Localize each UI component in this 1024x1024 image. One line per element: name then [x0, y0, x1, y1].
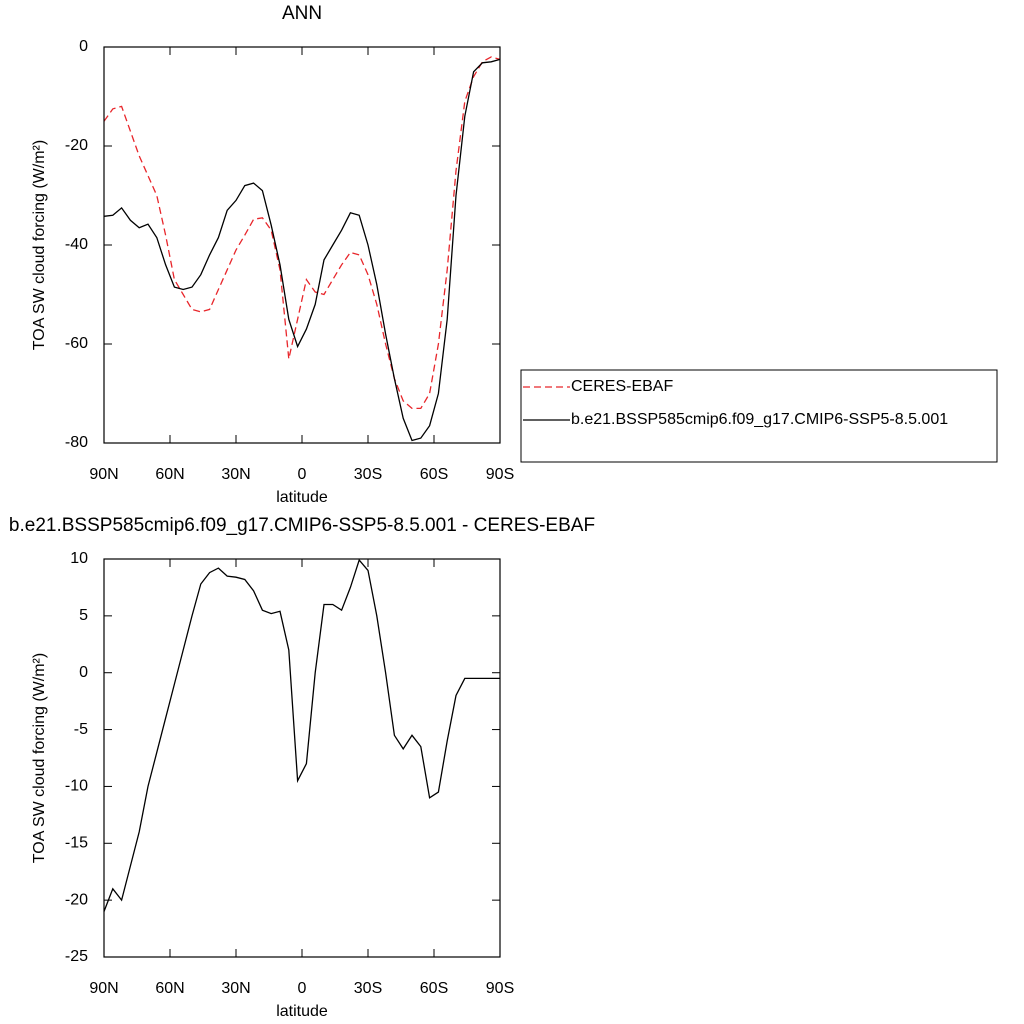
y-tick-label: 0 [79, 38, 88, 55]
legend-box [520, 369, 998, 463]
x-tick-label: 30S [354, 466, 382, 483]
x-tick-label: 60S [420, 980, 448, 997]
y-tick-label: -20 [65, 891, 88, 908]
y-tick-label: 10 [70, 550, 88, 567]
y-tick-label: -15 [65, 835, 88, 852]
x-tick-label: 90N [89, 980, 118, 997]
x-tick-label: 30S [354, 980, 382, 997]
x-tick-label: 60N [155, 466, 184, 483]
data-line [103, 58, 501, 442]
plot-frame [103, 46, 501, 444]
x-tick-label: 0 [298, 980, 307, 997]
data-line [103, 56, 501, 410]
x-tick-label: 90S [486, 466, 514, 483]
x-tick-label: 60S [420, 466, 448, 483]
chart-title: b.e21.BSSP585cmip6.f09_g17.CMIP6-SSP5-8.… [9, 515, 595, 536]
x-axis-label: latitude [276, 489, 328, 506]
x-axis-label: latitude [276, 1003, 328, 1020]
y-tick-label: -80 [65, 434, 88, 451]
legend-label: CERES-EBAF [571, 378, 673, 395]
y-axis-label: TOA SW cloud forcing (W/m²) [31, 140, 48, 350]
x-tick-label: 90N [89, 466, 118, 483]
y-tick-label: -60 [65, 335, 88, 352]
y-tick-label: 0 [79, 664, 88, 681]
y-tick-label: -25 [65, 948, 88, 965]
x-tick-label: 60N [155, 980, 184, 997]
y-tick-label: -40 [65, 236, 88, 253]
y-tick-label: -20 [65, 137, 88, 154]
x-tick-label: 0 [298, 466, 307, 483]
plot-frame [103, 558, 501, 958]
x-tick-label: 30N [221, 980, 250, 997]
y-axis-label: TOA SW cloud forcing (W/m²) [31, 653, 48, 863]
chart-title: ANN [282, 3, 322, 24]
x-tick-label: 30N [221, 466, 250, 483]
y-tick-label: 5 [79, 607, 88, 624]
legend-label: b.e21.BSSP585cmip6.f09_g17.CMIP6-SSP5-8.… [571, 411, 948, 428]
x-tick-label: 90S [486, 980, 514, 997]
data-line [103, 558, 500, 912]
y-tick-label: -5 [74, 721, 88, 738]
y-tick-label: -10 [65, 778, 88, 795]
